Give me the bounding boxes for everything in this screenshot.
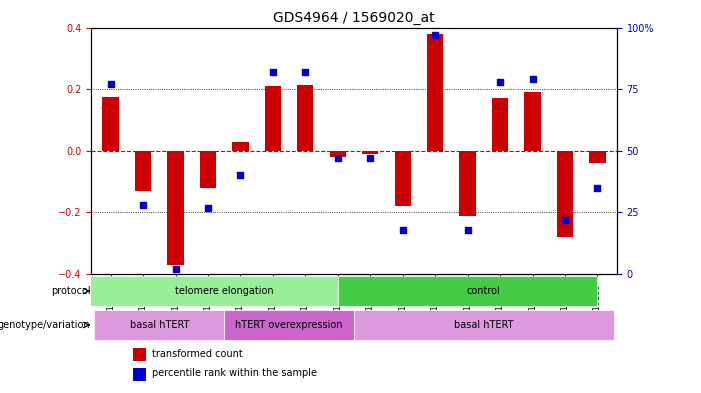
Bar <box>297 84 313 151</box>
Bar <box>265 86 281 151</box>
Text: basal hTERT: basal hTERT <box>454 320 514 330</box>
Bar <box>459 151 476 216</box>
Point <box>592 185 603 191</box>
Bar <box>557 151 573 237</box>
Point <box>267 69 278 75</box>
FancyBboxPatch shape <box>354 310 613 340</box>
Bar <box>362 151 379 154</box>
Point <box>527 76 538 83</box>
Bar <box>133 368 147 381</box>
Point <box>332 155 343 162</box>
Bar <box>133 349 147 362</box>
Bar <box>232 141 249 151</box>
Bar <box>329 151 346 157</box>
Text: transformed count: transformed count <box>151 349 243 359</box>
Bar <box>395 151 411 206</box>
Text: telomere elongation: telomere elongation <box>175 286 273 296</box>
Point <box>397 227 408 233</box>
Text: hTERT overexpression: hTERT overexpression <box>236 320 343 330</box>
Bar <box>168 151 184 265</box>
Point <box>235 173 246 179</box>
Point <box>137 202 149 208</box>
Text: protocol: protocol <box>51 286 90 296</box>
Text: percentile rank within the sample: percentile rank within the sample <box>151 369 317 378</box>
Point <box>203 204 214 211</box>
Bar <box>492 98 508 151</box>
Bar <box>102 97 118 151</box>
Title: GDS4964 / 1569020_at: GDS4964 / 1569020_at <box>273 11 435 25</box>
Bar <box>590 151 606 163</box>
Bar <box>524 92 540 151</box>
FancyBboxPatch shape <box>78 276 338 307</box>
Text: genotype/variation: genotype/variation <box>0 320 90 330</box>
Point <box>105 81 116 87</box>
FancyBboxPatch shape <box>338 276 597 307</box>
Point <box>462 227 473 233</box>
FancyBboxPatch shape <box>95 310 224 340</box>
Point <box>559 217 571 223</box>
Bar <box>135 151 151 191</box>
Text: control: control <box>467 286 501 296</box>
Bar <box>427 34 443 151</box>
Point <box>365 155 376 162</box>
FancyBboxPatch shape <box>224 310 354 340</box>
Bar <box>200 151 216 188</box>
Text: basal hTERT: basal hTERT <box>130 320 189 330</box>
Point <box>170 266 181 272</box>
Point <box>300 69 311 75</box>
Point <box>430 32 441 38</box>
Point <box>494 79 505 85</box>
